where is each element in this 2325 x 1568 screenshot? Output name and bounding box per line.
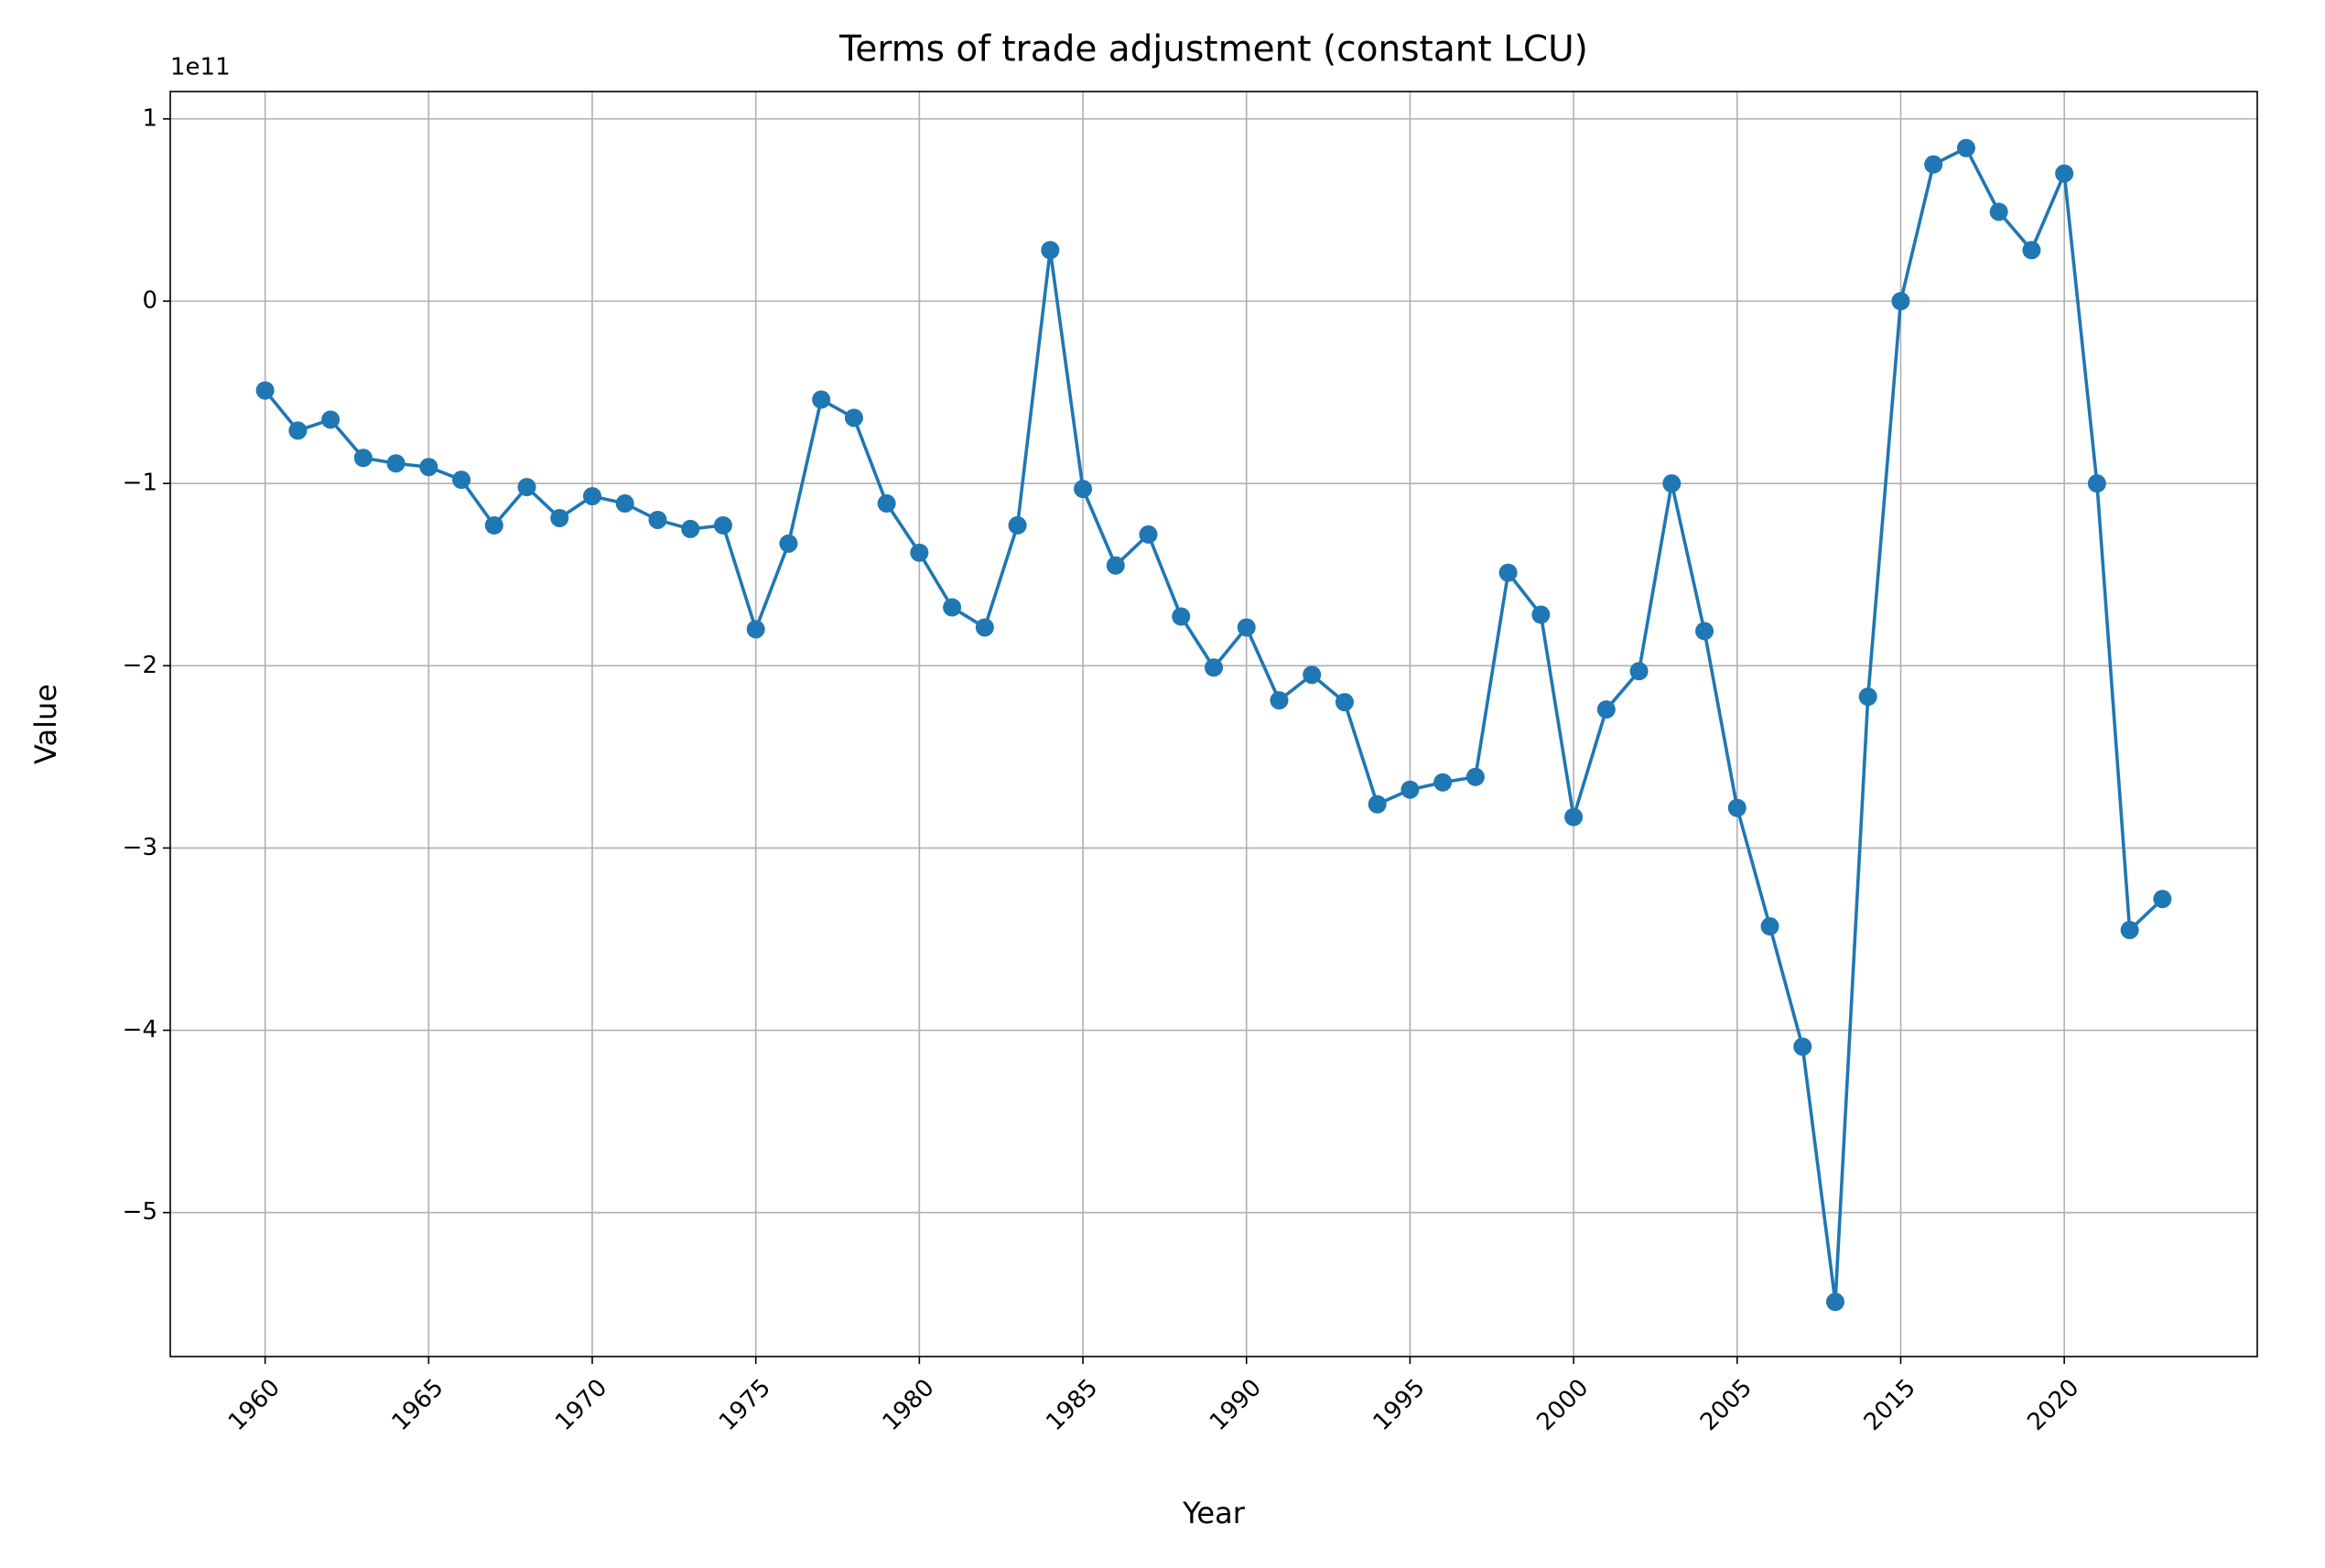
point (943, 598, 962, 617)
y-offset-label: 1e11 (170, 54, 231, 81)
point (1629, 662, 1649, 681)
point (1956, 138, 1975, 157)
x-tick-label: 1975 (714, 1374, 776, 1436)
point (321, 410, 341, 429)
point (1433, 773, 1453, 792)
x-tick-label: 1980 (878, 1374, 940, 1436)
point (1695, 622, 1714, 641)
point (1335, 693, 1354, 712)
point (1008, 515, 1027, 535)
point (1368, 795, 1387, 814)
point (1237, 618, 1256, 637)
point (1270, 691, 1289, 710)
y-tick-label: 0 (142, 287, 157, 315)
point (583, 487, 602, 506)
point (2153, 890, 2172, 909)
point (1465, 767, 1485, 786)
x-tick-label: 1965 (387, 1374, 449, 1436)
point (353, 449, 373, 468)
x-tick-label: 1970 (550, 1374, 612, 1436)
point (910, 543, 929, 562)
point (1106, 556, 1125, 575)
y-tick-label: −4 (123, 1016, 157, 1044)
point (2087, 474, 2106, 493)
point (1564, 807, 1584, 827)
point (1825, 1292, 1844, 1312)
point (517, 478, 536, 497)
point (386, 454, 406, 473)
point (255, 381, 275, 400)
point (1205, 658, 1223, 677)
x-tick-label: 2005 (1695, 1374, 1757, 1436)
plot-frame (169, 91, 2258, 1357)
point (550, 508, 569, 527)
point (877, 494, 896, 514)
y-tick-label: −5 (123, 1198, 157, 1226)
x-tick-label: 1960 (223, 1374, 286, 1436)
x-tick-label: 1990 (1205, 1374, 1267, 1436)
point (484, 515, 503, 535)
point (1596, 700, 1616, 719)
point (288, 421, 308, 440)
x-tick-label: 2000 (1531, 1374, 1594, 1436)
point (2055, 164, 2074, 183)
point (844, 408, 863, 427)
point (1760, 917, 1779, 936)
point (1041, 241, 1060, 260)
point (1858, 687, 1877, 707)
point (746, 620, 765, 639)
point (648, 510, 667, 529)
y-tick-label: −1 (123, 470, 157, 497)
x-tick-label: 1985 (1041, 1374, 1103, 1436)
point (681, 519, 700, 538)
point (1498, 563, 1518, 582)
point (1531, 605, 1551, 624)
point (1662, 474, 1682, 493)
y-tick-label: −2 (123, 652, 157, 679)
point (812, 390, 831, 409)
point (1989, 202, 2008, 222)
x-tick-label: 1995 (1368, 1374, 1431, 1436)
point (1172, 607, 1191, 626)
chart-title: Terms of trade adjustment (constant LCU) (838, 29, 1588, 70)
point (1400, 780, 1420, 799)
line (264, 146, 2164, 1303)
x-axis-label: Year (1182, 1496, 1246, 1530)
point (2022, 241, 2041, 260)
x-tick-label: 2015 (1859, 1374, 1921, 1436)
point (419, 458, 438, 477)
point (1074, 480, 1093, 499)
y-tick-label: 1 (142, 104, 157, 132)
point (452, 470, 471, 490)
point (1727, 798, 1746, 817)
point (2120, 921, 2139, 940)
point (975, 618, 994, 637)
point (1793, 1037, 1812, 1056)
point (713, 515, 732, 535)
point (1891, 292, 1910, 311)
y-axis-label: Value (28, 684, 63, 764)
point (1303, 665, 1322, 685)
point (615, 494, 634, 514)
point (1924, 155, 1943, 174)
point (779, 534, 798, 553)
point (1139, 524, 1158, 544)
y-tick-label: −3 (123, 834, 157, 861)
x-tick-label: 2020 (2022, 1374, 2084, 1436)
